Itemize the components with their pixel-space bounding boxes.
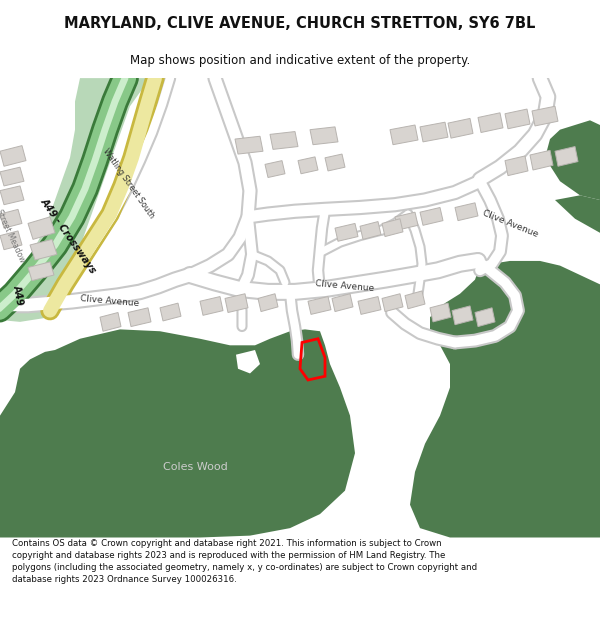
Polygon shape: [28, 217, 55, 239]
Polygon shape: [505, 109, 530, 129]
Polygon shape: [475, 308, 495, 326]
Polygon shape: [235, 136, 263, 154]
Polygon shape: [100, 312, 121, 331]
Polygon shape: [225, 294, 248, 312]
Polygon shape: [270, 131, 298, 149]
Text: Contains OS data © Crown copyright and database right 2021. This information is : Contains OS data © Crown copyright and d…: [12, 539, 477, 584]
Polygon shape: [265, 161, 285, 177]
Polygon shape: [0, 186, 24, 205]
Polygon shape: [532, 106, 558, 126]
Polygon shape: [128, 308, 151, 326]
Polygon shape: [298, 157, 318, 174]
Polygon shape: [545, 120, 600, 200]
Polygon shape: [30, 239, 57, 260]
Polygon shape: [0, 167, 24, 186]
Polygon shape: [382, 294, 403, 311]
Polygon shape: [335, 223, 358, 241]
Polygon shape: [160, 303, 181, 321]
Text: MARYLAND, CLIVE AVENUE, CHURCH STRETTON, SY6 7BL: MARYLAND, CLIVE AVENUE, CHURCH STRETTON,…: [64, 16, 536, 31]
Polygon shape: [430, 303, 451, 322]
Polygon shape: [505, 156, 528, 176]
Polygon shape: [258, 294, 278, 311]
Polygon shape: [360, 221, 381, 239]
Polygon shape: [455, 202, 478, 221]
Text: Clive Avenue: Clive Avenue: [315, 279, 375, 293]
Text: A49 - Crossways: A49 - Crossways: [38, 196, 98, 275]
Polygon shape: [382, 219, 403, 236]
Polygon shape: [0, 78, 150, 322]
Text: Clive Avenue: Clive Avenue: [481, 208, 539, 239]
Text: Watling Street South: Watling Street South: [101, 146, 155, 220]
Polygon shape: [555, 146, 578, 166]
Polygon shape: [332, 294, 353, 311]
Polygon shape: [0, 146, 26, 166]
Polygon shape: [390, 125, 418, 144]
Polygon shape: [395, 212, 418, 230]
Polygon shape: [325, 154, 345, 171]
Text: A49: A49: [11, 284, 25, 307]
Polygon shape: [452, 306, 473, 325]
Polygon shape: [0, 209, 22, 228]
Polygon shape: [530, 150, 553, 170]
Polygon shape: [0, 231, 22, 249]
Text: Coles Wood: Coles Wood: [163, 462, 227, 472]
Polygon shape: [358, 296, 381, 314]
Polygon shape: [200, 296, 223, 315]
Polygon shape: [478, 112, 503, 132]
Polygon shape: [310, 127, 338, 144]
Text: Street Meadow: Street Meadow: [0, 208, 26, 264]
Polygon shape: [410, 261, 600, 538]
Polygon shape: [448, 119, 473, 138]
Text: Map shows position and indicative extent of the property.: Map shows position and indicative extent…: [130, 54, 470, 68]
Polygon shape: [405, 291, 425, 309]
Polygon shape: [420, 122, 448, 142]
Polygon shape: [0, 329, 355, 538]
Polygon shape: [308, 296, 331, 314]
Polygon shape: [236, 350, 260, 374]
Text: Clive Avenue: Clive Avenue: [80, 294, 140, 308]
Polygon shape: [420, 208, 443, 225]
Polygon shape: [28, 262, 54, 281]
Polygon shape: [555, 195, 600, 232]
